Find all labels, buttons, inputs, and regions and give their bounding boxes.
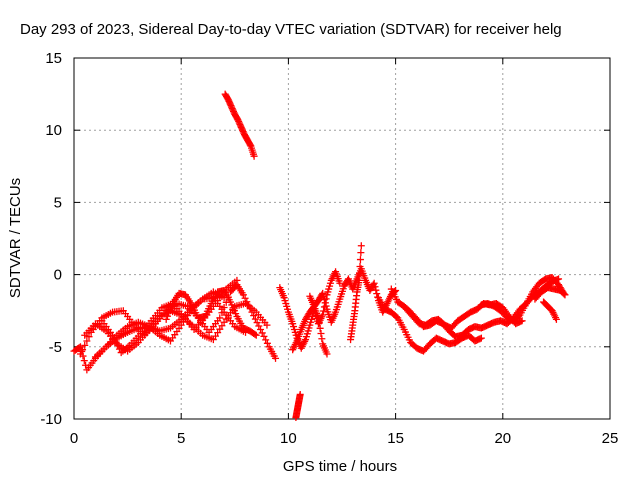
x-tick-label: 20 bbox=[494, 430, 511, 447]
data-point bbox=[323, 350, 331, 358]
data-point bbox=[356, 256, 364, 264]
data-point bbox=[322, 302, 330, 310]
data-point bbox=[356, 269, 364, 277]
x-tick-label: 0 bbox=[70, 430, 78, 447]
data-point bbox=[319, 289, 327, 297]
data-points bbox=[70, 90, 569, 422]
x-tick-labels: 0 5 10 15 20 25 bbox=[70, 430, 619, 447]
data-point bbox=[356, 263, 364, 271]
data-point bbox=[252, 331, 260, 339]
y-tick-label: 15 bbox=[45, 50, 62, 67]
data-point bbox=[76, 350, 84, 358]
data-point bbox=[216, 314, 224, 322]
data-point bbox=[233, 276, 241, 284]
data-point bbox=[371, 283, 379, 291]
data-point bbox=[370, 279, 378, 287]
y-tick-label: -5 bbox=[49, 339, 62, 356]
data-point bbox=[257, 325, 265, 333]
y-tick-labels: -10 -5 0 5 10 15 bbox=[40, 50, 62, 428]
data-point bbox=[373, 290, 381, 298]
data-point bbox=[372, 286, 380, 294]
data-point bbox=[355, 276, 363, 284]
series-s12 bbox=[347, 242, 365, 344]
data-point bbox=[560, 290, 568, 298]
data-point bbox=[316, 324, 324, 332]
y-axis-label: SDTVAR / TECUs bbox=[7, 178, 24, 298]
data-point bbox=[315, 319, 323, 327]
y-tick-label: 5 bbox=[54, 194, 62, 211]
series-s10 bbox=[306, 292, 331, 358]
series-s11 bbox=[292, 390, 304, 422]
x-tick-label: 25 bbox=[602, 430, 619, 447]
data-point bbox=[79, 346, 87, 354]
data-point bbox=[318, 335, 326, 343]
data-point bbox=[165, 309, 173, 317]
data-point bbox=[167, 303, 175, 311]
grid bbox=[74, 58, 610, 419]
data-point bbox=[552, 315, 560, 323]
data-point bbox=[296, 390, 304, 398]
data-point bbox=[357, 242, 365, 250]
data-point bbox=[272, 354, 280, 362]
data-point bbox=[85, 333, 93, 341]
data-point bbox=[317, 330, 325, 338]
chart-title: Day 293 of 2023, Sidereal Day-to-day VTE… bbox=[20, 21, 562, 38]
series-s6 bbox=[162, 286, 260, 339]
data-point bbox=[251, 330, 259, 338]
x-tick-label: 5 bbox=[177, 430, 185, 447]
series-s7 bbox=[221, 90, 258, 160]
data-point bbox=[320, 293, 328, 301]
data-point bbox=[83, 337, 91, 345]
y-tick-label: 0 bbox=[54, 267, 62, 284]
data-point bbox=[80, 357, 88, 365]
axis-ticks bbox=[73, 57, 611, 420]
data-point bbox=[262, 336, 270, 344]
data-point bbox=[163, 312, 171, 320]
y-tick-label: 10 bbox=[45, 122, 62, 139]
data-point bbox=[477, 334, 485, 342]
data-point bbox=[321, 299, 329, 307]
x-tick-label: 15 bbox=[387, 430, 404, 447]
data-point bbox=[255, 322, 263, 330]
data-point bbox=[314, 314, 322, 322]
data-point bbox=[392, 286, 400, 294]
series-s17 bbox=[531, 284, 569, 303]
data-point bbox=[320, 296, 328, 304]
x-tick-label: 10 bbox=[280, 430, 297, 447]
data-point bbox=[258, 329, 266, 337]
data-point bbox=[357, 249, 365, 257]
series-s18 bbox=[540, 298, 560, 323]
x-axis-label: GPS time / hours bbox=[283, 458, 397, 475]
data-point bbox=[250, 152, 258, 160]
data-point bbox=[81, 341, 89, 349]
data-point bbox=[263, 321, 271, 329]
data-point bbox=[260, 332, 268, 340]
series-s13 bbox=[374, 294, 485, 355]
y-tick-label: -10 bbox=[40, 411, 62, 428]
plot-frame bbox=[73, 57, 611, 420]
data-point bbox=[336, 279, 344, 287]
data-point bbox=[162, 315, 170, 323]
data-point bbox=[166, 306, 174, 314]
series-s16 bbox=[477, 273, 567, 325]
data-point bbox=[518, 317, 526, 325]
data-point bbox=[561, 291, 569, 299]
